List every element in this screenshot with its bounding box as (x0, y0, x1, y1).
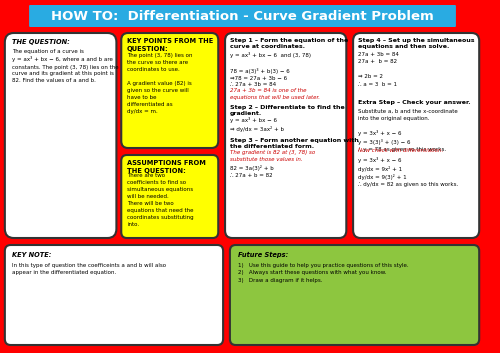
Text: HOW TO:  Differentiation - Curve Gradient Problem: HOW TO: Differentiation - Curve Gradient… (51, 10, 434, 23)
FancyBboxPatch shape (230, 245, 479, 345)
Text: 82 = 3a(3)² + b
∴ 27a + b = 82: 82 = 3a(3)² + b ∴ 27a + b = 82 (230, 165, 274, 178)
Text: THE QUESTION:: THE QUESTION: (12, 39, 70, 45)
Text: 1)   Use this guide to help you practice questions of this style.
2)   Always st: 1) Use this guide to help you practice q… (238, 263, 408, 283)
Text: In this type of question the coefficeints a and b will also
appear in the differ: In this type of question the coefficeint… (12, 263, 166, 275)
Text: KEY NOTE:: KEY NOTE: (12, 252, 51, 258)
Text: y = ax³ + bx − 6
⇒ dy/dx = 3ax² + b: y = ax³ + bx − 6 ⇒ dy/dx = 3ax² + b (230, 117, 284, 132)
FancyBboxPatch shape (225, 33, 346, 238)
Text: The gradient is 82 at (3, 78) so
substitute those values in.: The gradient is 82 at (3, 78) so substit… (230, 150, 315, 162)
Text: 27a + 3b = 84
27a +  b = 82

⇒ 2b = 2
∴ a = 3  b = 1: 27a + 3b = 84 27a + b = 82 ⇒ 2b = 2 ∴ a … (358, 52, 399, 86)
Text: y = 3x³ + x − 6
dy/dx = 9x² + 1
dy/dx = 9(3)² + 1
∴ dy/dx = 82 as given so this : y = 3x³ + x − 6 dy/dx = 9x² + 1 dy/dx = … (358, 157, 458, 187)
Text: Step 3 – Form another equation with
the differentiated form.: Step 3 – Form another equation with the … (230, 138, 358, 149)
FancyBboxPatch shape (29, 5, 456, 27)
FancyBboxPatch shape (5, 245, 223, 345)
Text: Step 1 – Form the equation of the
curve at coordinates.: Step 1 – Form the equation of the curve … (230, 38, 348, 49)
FancyBboxPatch shape (122, 33, 218, 148)
Text: The equation of a curve is
y = ax³ + bx − 6, where a and b are
constants. The po: The equation of a curve is y = ax³ + bx … (12, 49, 118, 84)
Text: Future Steps:: Future Steps: (238, 252, 288, 258)
FancyBboxPatch shape (353, 33, 479, 238)
Text: Now check with differentiation.: Now check with differentiation. (358, 148, 444, 153)
Text: y = ax³ + bx − 6  and (3, 78)

78 = a(3)³ + b(3) − 6
⇒78 = 27a + 3b − 6
∴ 27a + : y = ax³ + bx − 6 and (3, 78) 78 = a(3)³ … (230, 52, 311, 88)
Text: 27a + 3b = 84 is one of the
equations that will be used later.: 27a + 3b = 84 is one of the equations th… (230, 88, 320, 100)
FancyBboxPatch shape (122, 155, 218, 238)
Text: KEY POINTS FROM THE
QUESTION:: KEY POINTS FROM THE QUESTION: (127, 38, 214, 52)
Text: Substitute a, b and the x-coordinate
into the original equation.

y = 3x³ + x − : Substitute a, b and the x-coordinate int… (358, 109, 458, 152)
Text: Step 2 – Differentiate to find the
gradient.: Step 2 – Differentiate to find the gradi… (230, 105, 344, 116)
Text: ASSUMPTIONS FROM
THE QUESTION:: ASSUMPTIONS FROM THE QUESTION: (127, 160, 206, 174)
Text: The point (3, 78) lies on
the curve so there are
coordinates to use.

A gradient: The point (3, 78) lies on the curve so t… (127, 53, 192, 114)
Text: There are two
coefficients to find so
simultaneous equations
will be needed.
The: There are two coefficients to find so si… (127, 173, 194, 227)
Text: Extra Step – Check your answer.: Extra Step – Check your answer. (358, 100, 470, 105)
FancyBboxPatch shape (5, 33, 116, 238)
Text: Step 4 – Set up the simultaneous
equations and then solve.: Step 4 – Set up the simultaneous equatio… (358, 38, 474, 49)
